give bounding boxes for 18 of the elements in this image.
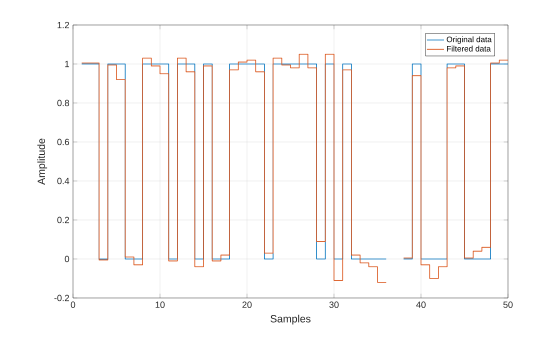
x-tick-label: 10 xyxy=(156,302,165,308)
y-tick-label: 0.2 xyxy=(57,216,70,224)
x-axis-title: Samples xyxy=(270,314,311,325)
y-tick-label: 1.2 xyxy=(58,22,70,28)
y-tick-label: 0.4 xyxy=(57,178,70,184)
x-tick-label: 50 xyxy=(503,302,513,308)
x-tick-label: 30 xyxy=(329,302,339,308)
y-tick-label: 1 xyxy=(65,60,70,68)
y-tick-label: -0.2 xyxy=(54,294,70,302)
legend-label: Original data xyxy=(446,36,492,44)
x-tick-label: 20 xyxy=(242,302,252,308)
y-axis-title: Amplitude xyxy=(37,138,48,185)
y-tick-label: 0 xyxy=(64,256,70,262)
x-tick-label: 0 xyxy=(70,302,76,308)
legend-label: Filtered data xyxy=(447,46,491,52)
x-tick-label: 40 xyxy=(416,302,426,308)
y-tick-label: 0.6 xyxy=(57,138,70,146)
y-tick-label: 0.8 xyxy=(57,100,70,106)
